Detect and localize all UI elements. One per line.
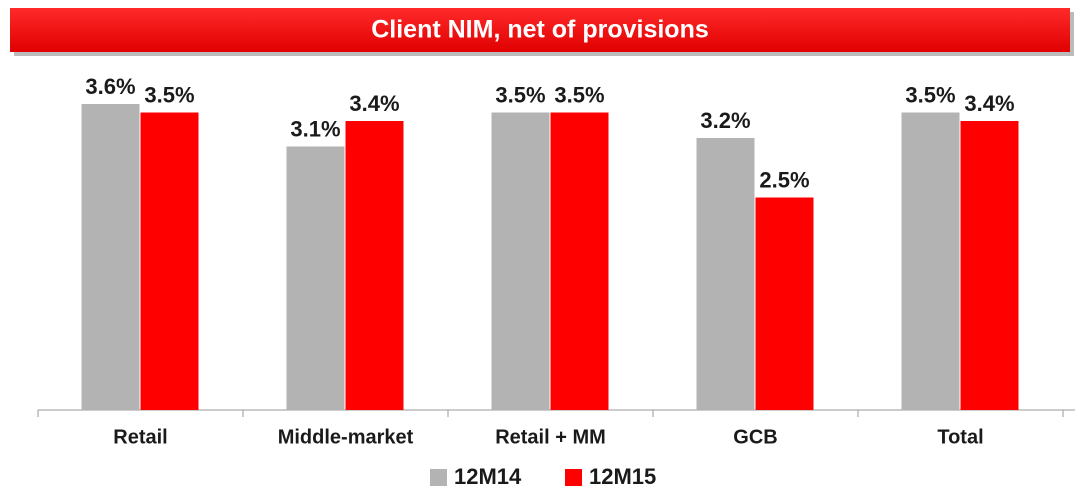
data-label: 3.4% [964,91,1014,116]
data-label: 3.5% [905,82,955,107]
legend-swatch [565,469,582,486]
data-label: 3.2% [700,108,750,133]
bar [491,112,550,410]
bar [960,121,1019,410]
bar [81,104,140,410]
bar [696,138,755,410]
data-label: 3.4% [349,91,399,116]
data-label: 2.5% [759,167,809,192]
data-label: 3.6% [85,74,135,99]
title-banner [10,8,1070,52]
bar [901,112,960,410]
legend-label: 12M15 [589,464,656,489]
data-label: 3.5% [495,82,545,107]
bar [550,112,609,410]
x-tick-label: Retail [113,426,167,448]
x-tick-label: Retail + MM [495,426,606,448]
bar [140,112,199,410]
legend-swatch [430,469,447,486]
bar [286,146,345,410]
data-label: 3.5% [554,82,604,107]
x-tick-label: Total [937,426,983,448]
x-tick-label: GCB [733,426,777,448]
bar [345,121,404,410]
chart-title: Client NIM, net of provisions [371,16,709,44]
x-tick-label: Middle-market [278,426,414,448]
bar [755,197,814,410]
data-label: 3.1% [290,116,340,141]
data-label: 3.5% [144,82,194,107]
legend-label: 12M14 [454,464,522,489]
